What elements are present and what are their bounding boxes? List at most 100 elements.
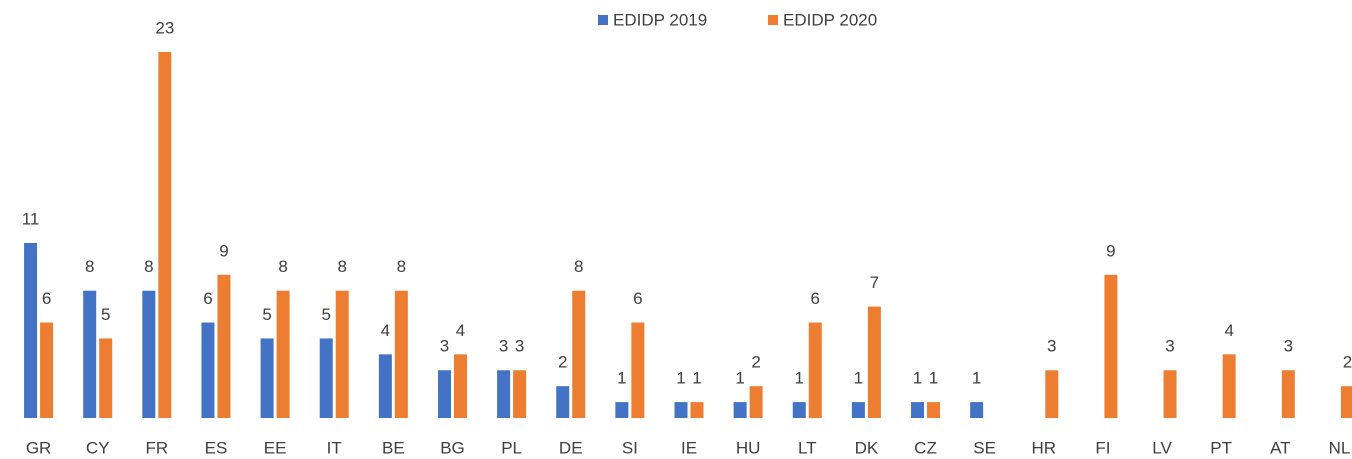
- bar: [792, 402, 806, 418]
- x-tick-label: HR: [1032, 438, 1057, 457]
- x-tick-label: EE: [264, 438, 287, 457]
- x-tick-label: FI: [1095, 438, 1110, 457]
- x-tick-label: IT: [327, 438, 342, 457]
- data-label: 1: [617, 369, 626, 388]
- bar: [437, 370, 451, 418]
- data-label: 4: [456, 321, 465, 340]
- bar: [40, 322, 54, 418]
- data-label: 2: [558, 353, 567, 372]
- data-label: 8: [278, 257, 287, 276]
- data-label: 5: [262, 305, 271, 324]
- data-label: 8: [144, 257, 153, 276]
- bar: [378, 354, 392, 418]
- bar: [319, 338, 333, 418]
- data-label: 3: [1165, 337, 1174, 356]
- bar: [556, 386, 570, 418]
- data-label: 11: [22, 209, 40, 228]
- data-label: 5: [321, 305, 330, 324]
- data-label: 1: [913, 369, 922, 388]
- bar: [867, 306, 881, 418]
- x-tick-label: FR: [145, 438, 168, 457]
- data-label: 8: [85, 257, 94, 276]
- x-tick-label: AT: [1270, 438, 1290, 457]
- bar: [851, 402, 865, 418]
- data-label: 5: [101, 305, 110, 324]
- data-label: 8: [337, 257, 346, 276]
- bar: [1104, 274, 1118, 418]
- data-label: 8: [574, 257, 583, 276]
- legend-label: EDIDP 2019: [613, 10, 707, 29]
- x-tick-label: LT: [798, 438, 817, 457]
- bar: [335, 290, 349, 418]
- bar: [690, 402, 704, 418]
- x-tick-label: GR: [26, 438, 52, 457]
- bar: [615, 402, 629, 418]
- bar: [927, 402, 941, 418]
- data-label: 1: [929, 369, 938, 388]
- bar: [260, 338, 274, 418]
- data-label: 2: [1343, 353, 1352, 372]
- x-tick-label: SE: [973, 438, 996, 457]
- bar: [1340, 386, 1352, 418]
- x-tick-label: LV: [1152, 438, 1172, 457]
- bar: [1045, 370, 1059, 418]
- bar: [24, 242, 38, 418]
- legend-swatch: [598, 15, 608, 25]
- x-tick-label: PT: [1210, 438, 1232, 457]
- data-label: 1: [735, 369, 744, 388]
- x-tick-label: SI: [622, 438, 638, 457]
- data-label: 6: [42, 289, 51, 308]
- bar: [733, 402, 747, 418]
- x-tick-label: PL: [501, 438, 522, 457]
- bar: [572, 290, 586, 418]
- data-label: 6: [633, 289, 642, 308]
- data-label: 3: [1284, 337, 1293, 356]
- data-label: 1: [854, 369, 863, 388]
- bar: [970, 402, 984, 418]
- data-label: 3: [499, 337, 508, 356]
- x-tick-label: NL: [1329, 438, 1351, 457]
- bar: [808, 322, 822, 418]
- data-label: 1: [795, 369, 804, 388]
- x-tick-label: DE: [559, 438, 583, 457]
- legend-label: EDIDP 2020: [783, 10, 877, 29]
- x-tick-label: DK: [855, 438, 879, 457]
- data-label: 23: [155, 18, 174, 37]
- data-label: 3: [515, 337, 524, 356]
- data-label: 1: [692, 369, 701, 388]
- bar: [201, 322, 215, 418]
- data-label: 3: [440, 337, 449, 356]
- bar: [83, 290, 97, 418]
- data-label: 1: [972, 369, 981, 388]
- data-label: 3: [1047, 337, 1056, 356]
- bar: [674, 402, 688, 418]
- bar: [142, 290, 156, 418]
- bar: [1281, 370, 1295, 418]
- x-tick-label: ES: [205, 438, 228, 457]
- data-label: 9: [1106, 241, 1115, 260]
- data-label: 2: [751, 353, 760, 372]
- data-label: 1: [676, 369, 685, 388]
- legend-swatch: [768, 15, 778, 25]
- x-tick-label: BG: [440, 438, 465, 457]
- data-label: 8: [397, 257, 406, 276]
- x-tick-label: CY: [86, 438, 110, 457]
- data-label: 9: [219, 241, 228, 260]
- x-tick-label: BE: [382, 438, 405, 457]
- bar: [158, 52, 172, 418]
- bar: [911, 402, 925, 418]
- bar: [217, 274, 231, 418]
- bar: [497, 370, 511, 418]
- bar: [631, 322, 645, 418]
- x-tick-label: HU: [736, 438, 761, 457]
- data-label: 7: [870, 273, 879, 292]
- bar: [453, 354, 467, 418]
- bar: [513, 370, 527, 418]
- bar: [99, 338, 113, 418]
- bar: [749, 386, 763, 418]
- x-tick-label: CZ: [914, 438, 937, 457]
- x-tick-label: IE: [681, 438, 697, 457]
- bar: [1163, 370, 1177, 418]
- data-label: 6: [203, 289, 212, 308]
